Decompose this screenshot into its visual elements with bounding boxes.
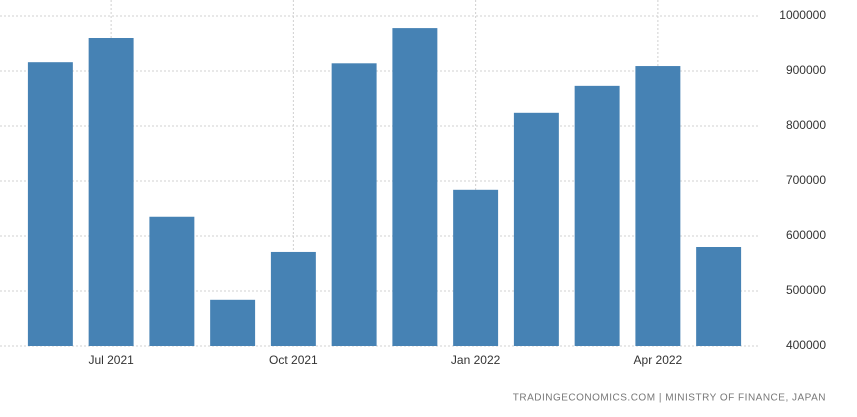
bar	[88, 38, 134, 346]
x-tick-label: Jul 2021	[88, 353, 134, 367]
bar	[513, 112, 559, 346]
y-tick-label: 700000	[786, 173, 826, 187]
y-tick-label: 500000	[786, 283, 826, 297]
y-tick-label: 800000	[786, 118, 826, 132]
source: TRADINGECONOMICS.COM | MINISTRY OF FINAN…	[513, 393, 826, 404]
bar	[270, 251, 316, 346]
bar	[696, 247, 742, 346]
bar	[331, 63, 377, 347]
x-tick-label: Jan 2022	[451, 353, 501, 367]
bar	[149, 216, 195, 346]
bar	[635, 66, 681, 347]
y-tick-label: 900000	[786, 63, 826, 77]
y-tick-label: 400000	[786, 338, 826, 352]
bar	[27, 62, 73, 346]
bar	[210, 299, 256, 346]
bar	[392, 28, 438, 346]
bar	[574, 85, 620, 346]
y-tick-label: 1000000	[779, 8, 826, 22]
y-tick-label: 600000	[786, 228, 826, 242]
x-tick-label: Apr 2022	[634, 353, 683, 367]
x-tick-label: Oct 2021	[269, 353, 318, 367]
bar	[453, 189, 499, 346]
